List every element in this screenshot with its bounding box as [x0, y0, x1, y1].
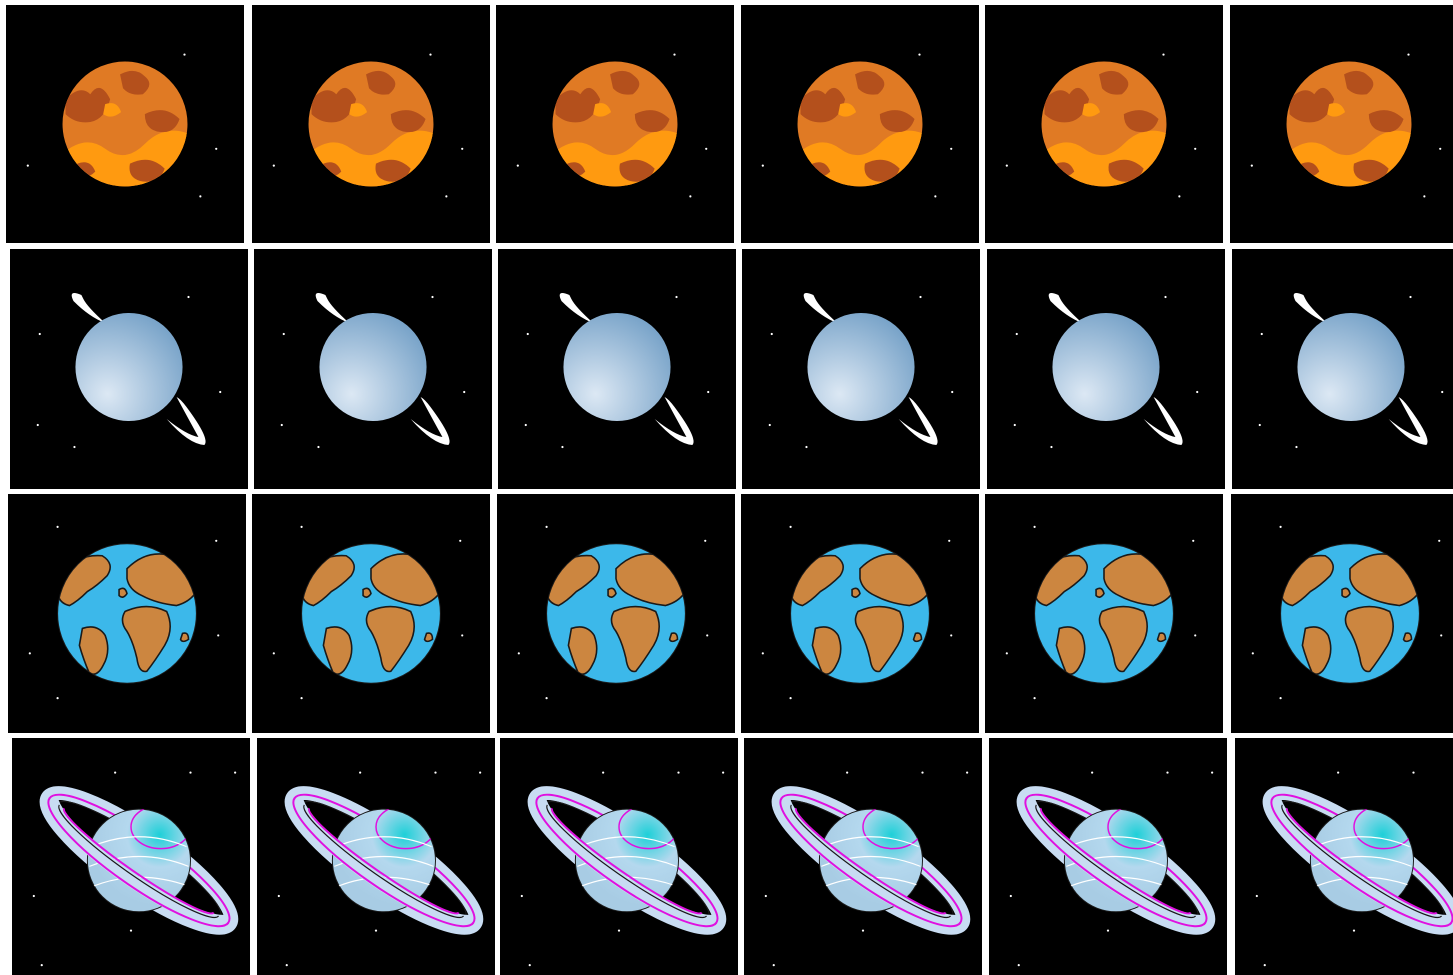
memory-card[interactable]: [12, 738, 250, 975]
uranus-icon: [498, 249, 736, 489]
earth-icon: [741, 494, 979, 733]
memory-card[interactable]: [1231, 494, 1453, 733]
memory-card[interactable]: [1235, 738, 1453, 975]
earth-icon: [252, 494, 490, 733]
saturn-icon: [257, 738, 495, 975]
memory-card[interactable]: [744, 738, 982, 975]
earth-icon: [1231, 494, 1453, 733]
mars-icon: [1230, 5, 1453, 243]
mars-icon: [741, 5, 979, 243]
saturn-icon: [500, 738, 738, 975]
earth-icon: [497, 494, 735, 733]
uranus-icon: [10, 249, 248, 489]
memory-card[interactable]: [741, 494, 979, 733]
memory-card[interactable]: [252, 5, 490, 243]
mars-icon: [252, 5, 490, 243]
uranus-icon: [742, 249, 980, 489]
memory-card[interactable]: [8, 494, 246, 733]
memory-card[interactable]: [498, 249, 736, 489]
mars-icon: [985, 5, 1223, 243]
memory-card[interactable]: [742, 249, 980, 489]
memory-card[interactable]: [1232, 249, 1453, 489]
mars-icon: [6, 5, 244, 243]
memory-card[interactable]: [985, 5, 1223, 243]
memory-card[interactable]: [1230, 5, 1453, 243]
saturn-icon: [744, 738, 982, 975]
memory-card[interactable]: [10, 249, 248, 489]
memory-card[interactable]: [6, 5, 244, 243]
saturn-icon: [1235, 738, 1453, 975]
memory-card[interactable]: [257, 738, 495, 975]
memory-card[interactable]: [496, 5, 734, 243]
memory-card[interactable]: [985, 494, 1223, 733]
saturn-icon: [12, 738, 250, 975]
memory-card[interactable]: [500, 738, 738, 975]
memory-card[interactable]: [497, 494, 735, 733]
memory-card[interactable]: [254, 249, 492, 489]
mars-icon: [496, 5, 734, 243]
uranus-icon: [254, 249, 492, 489]
memory-card[interactable]: [989, 738, 1227, 975]
earth-icon: [985, 494, 1223, 733]
uranus-icon: [987, 249, 1225, 489]
saturn-icon: [989, 738, 1227, 975]
uranus-icon: [1232, 249, 1453, 489]
memory-card[interactable]: [252, 494, 490, 733]
memory-card[interactable]: [741, 5, 979, 243]
earth-icon: [8, 494, 246, 733]
memory-card[interactable]: [987, 249, 1225, 489]
